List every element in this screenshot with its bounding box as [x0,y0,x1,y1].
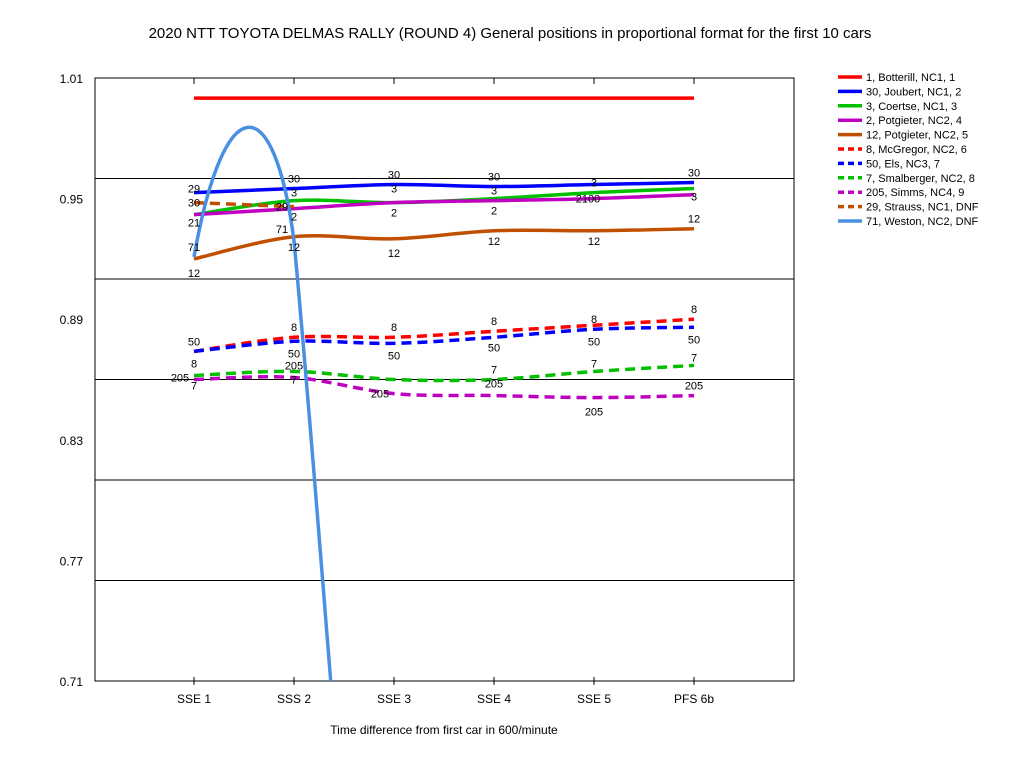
data-label: 7 [691,352,697,364]
data-label: 71 [276,224,288,236]
data-label: 50 [688,334,700,346]
data-label: 50 [388,350,400,362]
series-line-30 [193,180,695,195]
series-line-12 [193,227,695,261]
legend-label: 30, Joubert, NC1, 2 [866,86,961,98]
data-label: 2100 [576,194,600,206]
data-labels: 2930217112508205730329271128502057303212… [171,167,703,418]
y-tick-label: 0.77 [60,554,84,568]
data-label: 21 [188,218,200,230]
data-label: 12 [288,242,300,254]
x-tick-label: PFS 6b [674,692,714,706]
legend-label: 29, Strauss, NC1, DNF [866,202,979,214]
y-tick-label: 0.71 [60,675,84,689]
data-label: 29 [276,202,288,214]
series-lines [192,96,695,681]
data-label: 3 [291,188,297,200]
legend-label: 205, Simms, NC4, 9 [866,187,964,199]
data-label: 30 [388,169,400,181]
series-line-50 [193,325,695,354]
data-label: 8 [491,316,497,328]
data-label: 30 [188,198,200,210]
x-tick-label: SSE 1 [177,692,211,706]
data-label: 30 [488,171,500,183]
data-label: 12 [188,268,200,280]
data-label: 12 [688,214,700,226]
legend: 1, Botterill, NC1, 1 30, Joubert, NC1, 2 3… [838,72,979,228]
x-axis-title: Time difference from first car in 600/mi… [330,723,558,737]
data-label: 12 [388,248,400,260]
y-axis-ticks: 1.01 0.95 0.89 0.83 0.77 0.71 [60,72,84,689]
chart-title: 2020 NTT TOYOTA DELMAS RALLY (ROUND 4) G… [149,25,872,42]
legend-label: 50, Els, NC3, 7 [866,158,940,170]
data-label: 3 [491,186,497,198]
data-label: 50 [288,348,300,360]
legend-label: 71, Weston, NC2, DNF [866,216,979,228]
series-line-2 [193,192,695,217]
data-label: 205 [485,379,503,391]
data-label: 3 [591,178,597,190]
data-label: 50 [588,336,600,348]
y-tick-label: 0.83 [60,434,84,448]
legend-label: 12, Potgieter, NC2, 5 [866,130,968,142]
data-label: 8 [291,322,297,334]
data-label: 3 [691,192,697,204]
series-line-7 [193,363,695,383]
x-tick-label: SSE 4 [477,692,511,706]
data-label: 205 [371,389,389,401]
data-label: 50 [188,336,200,348]
data-label: 29 [188,184,200,196]
data-label: 50 [488,342,500,354]
data-label: 8 [591,314,597,326]
data-label: 12 [488,236,500,248]
data-label: 12 [588,236,600,248]
y-tick-label: 1.01 [60,72,84,86]
data-label: 205 [585,407,603,419]
series-line-8 [193,317,695,354]
data-label: 30 [688,167,700,179]
data-label: 71 [188,242,200,254]
data-label: 7 [491,364,497,376]
legend-label: 1, Botterill, NC1, 1 [866,72,955,84]
legend-label: 3, Coertse, NC1, 3 [866,101,957,113]
data-label: 205 [171,372,189,384]
x-tick-label: SSE 5 [577,692,611,706]
data-label: 7 [191,381,197,393]
series-line-205 [193,375,695,400]
y-tick-label: 0.95 [60,193,84,207]
data-label: 7 [591,358,597,370]
legend-label: 7, Smalberger, NC2, 8 [866,173,975,185]
x-axis-ticks: SSE 1 SSS 2 SSE 3 SSE 4 SSE 5 PFS 6b [177,78,714,706]
data-label: 2 [291,212,297,224]
data-label: 8 [691,304,697,316]
data-label: 8 [391,322,397,334]
series-line-71 [192,125,333,681]
data-label: 8 [191,358,197,370]
data-label: 30 [288,174,300,186]
y-tick-label: 0.89 [60,313,84,327]
data-label: 2 [491,206,497,218]
series-line-29 [193,200,295,209]
data-label: 7 [291,375,297,387]
x-tick-label: SSS 2 [277,692,311,706]
data-label: 3 [391,184,397,196]
data-label: 205 [685,381,703,393]
legend-label: 8, McGregor, NC2, 6 [866,144,967,156]
legend-label: 2, Potgieter, NC2, 4 [866,115,962,127]
data-label: 205 [285,360,303,372]
data-label: 2 [391,208,397,220]
x-tick-label: SSE 3 [377,692,411,706]
